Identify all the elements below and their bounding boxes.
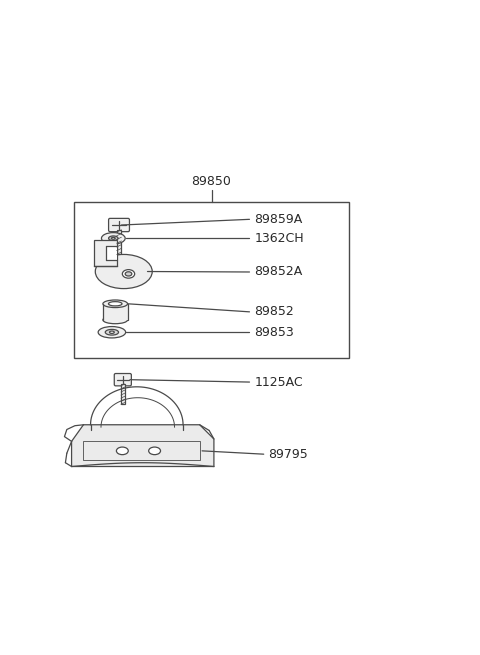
Ellipse shape	[98, 327, 126, 338]
Ellipse shape	[96, 254, 152, 289]
Ellipse shape	[103, 300, 128, 308]
Bar	[106, 246, 117, 260]
FancyBboxPatch shape	[108, 218, 130, 232]
Ellipse shape	[125, 272, 132, 276]
Text: 89853: 89853	[254, 326, 294, 339]
Bar	[121, 384, 125, 404]
Ellipse shape	[117, 447, 128, 455]
Text: 89852A: 89852A	[254, 265, 302, 278]
FancyBboxPatch shape	[114, 373, 132, 386]
Bar	[117, 231, 121, 254]
Bar	[103, 304, 128, 320]
Bar	[95, 240, 117, 266]
Bar	[74, 202, 349, 358]
Text: 1362CH: 1362CH	[254, 232, 304, 245]
Text: 1125AC: 1125AC	[254, 375, 303, 388]
Ellipse shape	[122, 270, 135, 278]
Ellipse shape	[108, 236, 118, 240]
Ellipse shape	[108, 302, 122, 306]
Polygon shape	[72, 424, 214, 466]
Ellipse shape	[103, 316, 128, 324]
Ellipse shape	[109, 331, 114, 333]
Ellipse shape	[105, 329, 119, 335]
Text: 89852: 89852	[254, 305, 294, 318]
Text: 89859A: 89859A	[254, 213, 302, 226]
Ellipse shape	[101, 233, 125, 244]
Text: 89795: 89795	[268, 447, 308, 460]
Text: 89850: 89850	[192, 176, 231, 189]
Ellipse shape	[111, 237, 115, 239]
Ellipse shape	[149, 447, 160, 455]
